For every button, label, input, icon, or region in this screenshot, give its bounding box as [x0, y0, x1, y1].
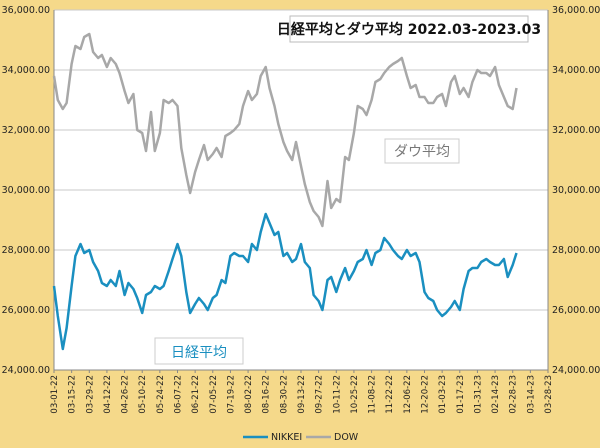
y-axis-left: 24,000.00 26,000.00 28,000.00 30,000.00 32,0… [2, 5, 55, 376]
x-tick-label: 04-12-22 [103, 375, 113, 414]
y-tick-left: 24,000.00 [2, 365, 50, 376]
x-tick-label: 11-22-22 [385, 375, 395, 414]
y-tick-right: 26,000.00 [552, 305, 600, 316]
y-tick-left: 34,000.00 [2, 65, 50, 76]
x-tick-label: 03-28-23 [544, 375, 554, 414]
x-tick-label: 11-08-22 [368, 375, 378, 414]
y-tick-left: 32,000.00 [2, 125, 50, 136]
y-tick-right: 30,000.00 [552, 185, 600, 196]
x-tick-label: 01-17-23 [456, 375, 466, 414]
chart-title: 日経平均とダウ平均 2022.03-2023.03 [277, 21, 541, 38]
legend-nikkei-label: NIKKEI [271, 432, 302, 443]
x-tick-label: 02-14-23 [491, 375, 501, 414]
y-axis-right: 24,000.00 26,000.00 28,000.00 30,000.00 32,0… [547, 5, 600, 376]
x-tick-label: 03-14-23 [526, 375, 536, 414]
y-tick-left: 28,000.00 [2, 245, 50, 256]
title-box [289, 15, 529, 43]
x-tick-label: 06-21-22 [191, 375, 201, 414]
series-lines [52, 32, 518, 351]
nikkei-annotation: 日経平均 [171, 345, 227, 361]
x-tick-label: 08-02-22 [244, 375, 254, 414]
x-tick-label: 06-07-22 [174, 375, 184, 414]
x-tick-label: 05-24-22 [156, 375, 166, 414]
y-tick-right: 32,000.00 [552, 125, 600, 136]
x-axis: 03-01-22 03-15-22 03-29-22 04-12-22 04-26-22… [50, 369, 554, 414]
legend-dow-label: DOW [334, 432, 359, 443]
series-line-dow [52, 32, 518, 228]
x-tick-label: 01-03-23 [438, 375, 448, 414]
dow-label-box [384, 138, 460, 164]
x-tick-label: 08-30-22 [279, 375, 289, 414]
x-tick-label: 08-16-22 [262, 375, 272, 414]
y-tick-left: 30,000.00 [2, 185, 50, 196]
x-tick-label: 09-27-22 [315, 375, 325, 414]
x-tick-label: 07-05-22 [209, 375, 219, 414]
series-line-nikkei [52, 212, 518, 351]
x-tick-label: 01-31-23 [473, 375, 483, 414]
x-tick-label: 10-25-22 [350, 375, 360, 414]
y-tick-right: 28,000.00 [552, 245, 600, 256]
x-tick-label: 12-20-22 [421, 375, 431, 414]
x-tick-label: 05-10-22 [138, 375, 148, 414]
x-tick-label: 03-15-22 [68, 375, 78, 414]
x-tick-label: 03-01-22 [50, 375, 60, 414]
x-tick-label: 12-06-22 [403, 375, 413, 414]
x-tick-label: 04-26-22 [121, 375, 131, 414]
y-tick-right: 24,000.00 [552, 365, 600, 376]
x-tick-label: 03-29-22 [85, 375, 95, 414]
y-tick-left: 36,000.00 [2, 5, 50, 16]
y-tick-left: 26,000.00 [2, 305, 50, 316]
legend: NIKKEI DOW [243, 432, 359, 443]
x-tick-label: 07-19-22 [226, 375, 236, 414]
y-tick-right: 36,000.00 [552, 5, 600, 16]
y-tick-right: 34,000.00 [552, 65, 600, 76]
x-tick-label: 02-28-23 [509, 375, 519, 414]
dow-annotation: ダウ平均 [394, 144, 450, 160]
x-tick-label: 09-13-22 [297, 375, 307, 414]
x-tick-label: 10-11-22 [332, 375, 342, 414]
nikkei-label-box [154, 337, 244, 365]
